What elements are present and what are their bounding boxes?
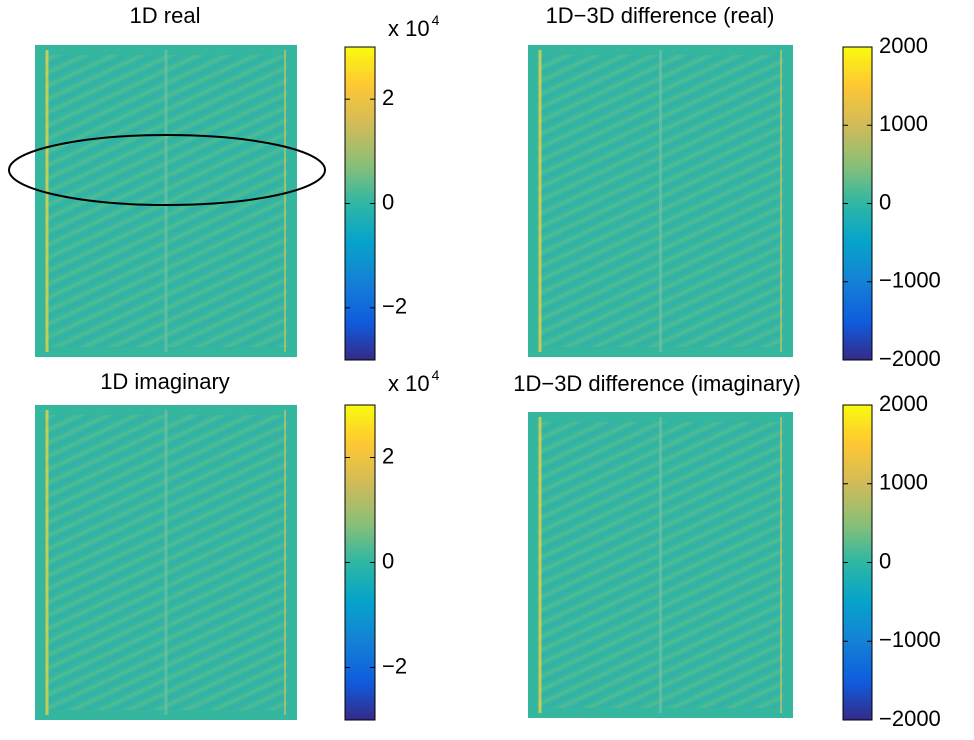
colorbar-scale-base: x 10 [388,371,430,396]
panel-title: 1D real [130,3,201,28]
colorbar-scale-base: x 10 [388,16,430,41]
colorbar-scale-exponent: 4 [432,12,440,28]
panel-title: 1D−3D difference (real) [546,3,775,28]
panel-title: 1D−3D difference (imaginary) [513,371,801,396]
colorbar-tick-label: −1000 [879,268,941,293]
colorbar-tick-label: 2000 [879,391,928,416]
colorbar-tick-label: −2 [382,294,407,319]
colorbar-scale: x 10 4 [388,12,440,41]
colorbar-tick-label: 0 [879,189,891,214]
colorbar-tick-label: 1000 [879,111,928,136]
colorbar-tick-label: 0 [382,189,394,214]
colorbar-tick-label: −2 [382,653,407,678]
colorbar-tick-label: 2 [382,85,394,110]
panel-title: 1D imaginary [100,369,230,394]
colorbar-tick-label: 0 [382,548,394,573]
colorbar-tick-label: −2000 [879,346,941,371]
annotation-ellipse [8,134,326,206]
colorbar-tick-label: 0 [879,548,891,573]
colorbar-tick-label: −1000 [879,627,941,652]
colorbar-tick-label: 1000 [879,470,928,495]
colorbar-scale: x 10 4 [388,367,440,396]
colorbar-tick-label: 2 [382,443,394,468]
colorbar-scale-exponent: 4 [432,367,440,383]
colorbar-tick-label: −2000 [879,706,941,731]
colorbar-tick-label: 2000 [879,33,928,58]
